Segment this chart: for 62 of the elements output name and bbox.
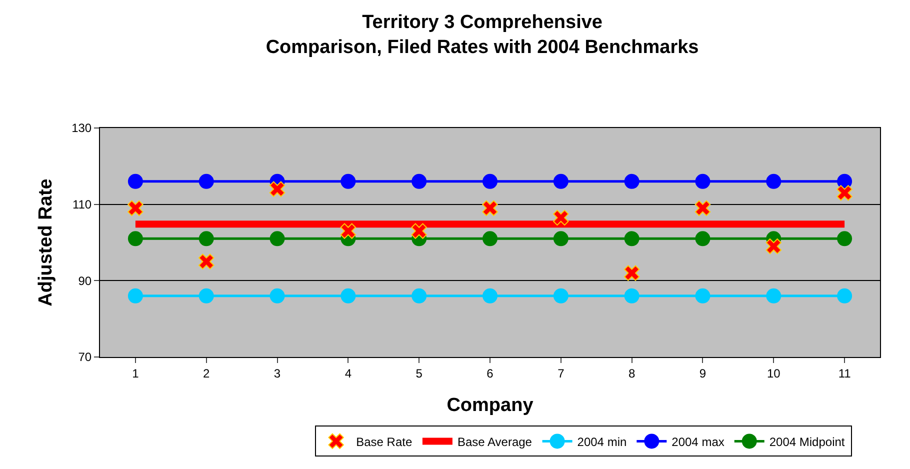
x-tick-label: 8 bbox=[628, 366, 636, 380]
y-tick-label: 130 bbox=[72, 121, 92, 136]
point bbox=[128, 174, 143, 189]
point bbox=[270, 288, 285, 304]
point bbox=[766, 238, 782, 254]
point bbox=[553, 210, 569, 226]
y-tick-label: 70 bbox=[78, 350, 92, 364]
point bbox=[553, 288, 568, 304]
point bbox=[482, 288, 498, 304]
point bbox=[624, 265, 640, 281]
x-tick-label: 6 bbox=[486, 366, 494, 380]
y-axis-title: Adjusted Rate bbox=[35, 178, 56, 306]
point bbox=[198, 174, 214, 189]
point bbox=[128, 288, 143, 304]
point bbox=[694, 200, 711, 216]
point bbox=[836, 185, 852, 201]
point bbox=[837, 288, 852, 304]
point bbox=[340, 288, 356, 304]
legend-label: 2004 max bbox=[672, 434, 724, 449]
point bbox=[695, 174, 710, 189]
x-tick-label: 9 bbox=[699, 366, 706, 380]
y-tick-label: 90 bbox=[78, 274, 92, 288]
x-tick-label: 10 bbox=[766, 366, 781, 380]
x-tick-label: 11 bbox=[838, 366, 852, 380]
point bbox=[270, 231, 285, 246]
point bbox=[624, 174, 640, 189]
point bbox=[482, 231, 498, 246]
point bbox=[695, 288, 710, 304]
point bbox=[198, 288, 214, 304]
point bbox=[695, 231, 710, 246]
x-tick-label: 7 bbox=[558, 366, 565, 380]
point bbox=[198, 231, 214, 246]
legend-label: Base Rate bbox=[356, 434, 412, 449]
point bbox=[837, 231, 852, 246]
point bbox=[269, 181, 286, 197]
point bbox=[128, 231, 143, 246]
chart-title: Territory 3 Comprehensive Comparison, Filed Rates with 2004 Benchmarks bbox=[266, 12, 699, 58]
point bbox=[412, 288, 427, 304]
point bbox=[624, 231, 640, 246]
x-tick-label: 4 bbox=[344, 366, 352, 380]
point bbox=[624, 288, 640, 304]
x-tick-label: 5 bbox=[416, 366, 423, 380]
point bbox=[482, 200, 498, 216]
point bbox=[340, 223, 356, 239]
y-tick-label: 110 bbox=[72, 198, 92, 212]
point bbox=[198, 254, 214, 270]
point bbox=[553, 231, 568, 246]
x-axis-title: Company bbox=[446, 395, 534, 416]
point bbox=[766, 288, 782, 304]
point bbox=[553, 174, 568, 189]
point bbox=[411, 223, 427, 239]
x-tick-label: 3 bbox=[274, 366, 281, 380]
point bbox=[766, 174, 782, 189]
legend-label: 2004 min bbox=[577, 434, 627, 449]
point bbox=[340, 174, 356, 189]
point bbox=[128, 200, 144, 216]
point bbox=[482, 174, 498, 189]
point bbox=[412, 174, 427, 189]
x-tick-label: 2 bbox=[203, 366, 210, 380]
legend-label: 2004 Midpoint bbox=[769, 434, 846, 449]
legend-label: Base Average bbox=[457, 434, 532, 449]
x-tick-label: 1 bbox=[132, 366, 140, 380]
